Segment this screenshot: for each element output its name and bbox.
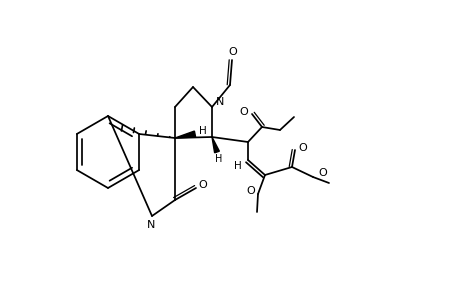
- Text: O: O: [228, 47, 237, 57]
- Text: N: N: [146, 220, 155, 230]
- Text: O: O: [317, 168, 326, 178]
- Text: O: O: [298, 143, 307, 153]
- Text: H: H: [234, 161, 241, 171]
- Text: O: O: [246, 186, 255, 196]
- Text: O: O: [198, 180, 207, 190]
- Text: H: H: [199, 126, 207, 136]
- Polygon shape: [212, 137, 219, 153]
- Text: O: O: [239, 107, 248, 117]
- Text: N: N: [215, 97, 224, 107]
- Polygon shape: [174, 131, 195, 138]
- Text: H: H: [215, 154, 222, 164]
